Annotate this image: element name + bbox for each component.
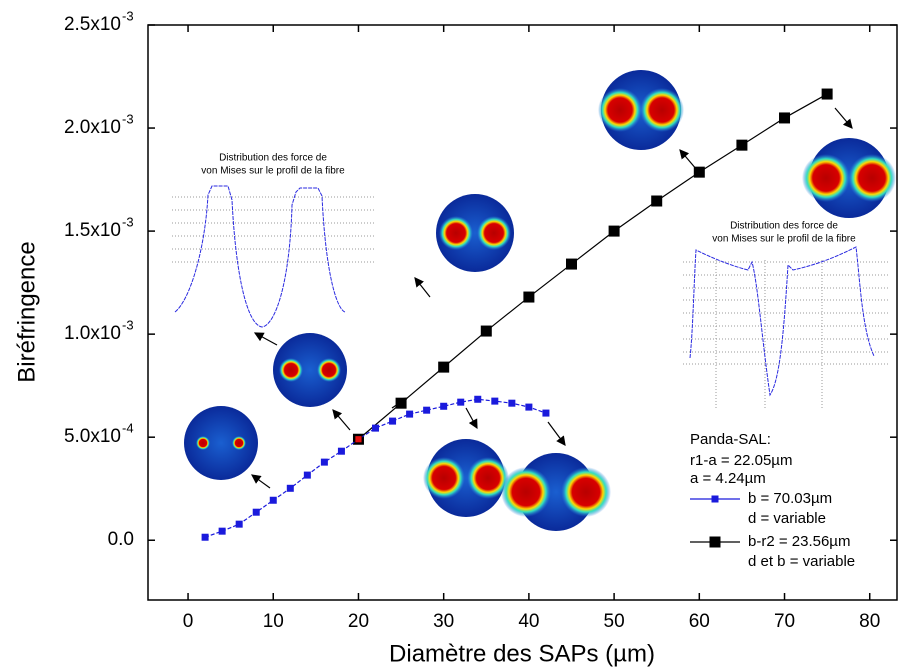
x-tick-label: 30: [433, 611, 454, 632]
profile-insets: [172, 185, 890, 408]
data-point: [474, 395, 482, 403]
data-point: [218, 527, 226, 535]
legend-marker: [711, 495, 719, 503]
legend-marker: [709, 536, 721, 548]
data-point: [736, 139, 748, 151]
data-point: [235, 520, 243, 528]
x-tick-label: 40: [518, 611, 539, 632]
legend-label: b = 70.03µm: [748, 490, 832, 507]
legend-note: d et b = variable: [748, 553, 855, 570]
y-tick-exponent: -4: [122, 421, 134, 436]
data-point: [651, 195, 663, 207]
series-line: [358, 93, 828, 440]
arrows: [251, 107, 853, 489]
x-tick-label: 0: [183, 611, 194, 632]
annotation-line: von Mises sur le profil de la fibre: [712, 234, 856, 245]
data-point: [508, 399, 516, 407]
legend-label: b-r2 = 23.56µm: [748, 533, 850, 550]
y-tick-exponent: -3: [122, 111, 134, 126]
legend-title: Panda-SAL:: [690, 431, 771, 448]
y-axis-title: Biréfringence: [13, 241, 40, 382]
data-point: [438, 361, 450, 373]
annotation-line: von Mises sur le profil de la fibre: [201, 166, 345, 177]
y-tick-exponent: -3: [122, 318, 134, 333]
heatmap-insets: [184, 70, 896, 531]
legend: Panda-SAL: r1-a = 22.05µm a = 4.24µm: [690, 431, 792, 487]
data-point: [523, 291, 535, 303]
plot-frame: [147, 24, 898, 601]
data-point: [269, 496, 277, 504]
data-point: [542, 409, 550, 417]
data-point: [480, 325, 492, 337]
data-point: [395, 397, 407, 409]
data-point: [320, 458, 328, 466]
data-point: [286, 484, 294, 492]
y-tick-exponent: -3: [122, 8, 134, 23]
data-point: [693, 166, 705, 178]
data-point: [525, 403, 533, 411]
data-point: [423, 406, 431, 414]
x-tick-label: 80: [859, 611, 880, 632]
annotation-0: Distribution des force de von Mises sur …: [201, 153, 345, 177]
y-tick-label: 2.5x10: [64, 14, 121, 35]
legend-line: r1-a = 22.05µm: [690, 452, 792, 469]
x-tick-label: 60: [689, 611, 710, 632]
y-tick-label: 5.0x10: [64, 426, 121, 447]
y-tick-label: 0.0: [108, 529, 134, 550]
x-axis-title: Diamètre des SAPs (µm): [389, 640, 655, 667]
annotation-line: Distribution des force de: [730, 221, 838, 232]
data-point: [372, 424, 380, 432]
data-point: [779, 112, 791, 124]
x-tick-label: 10: [263, 611, 284, 632]
annotation-1: Distribution des force de von Mises sur …: [712, 221, 856, 245]
data-point: [406, 410, 414, 418]
series-line: [204, 398, 547, 538]
data-point: [389, 417, 397, 425]
data-point: [491, 397, 499, 405]
y-tick-label: 1.5x10: [64, 220, 121, 241]
y-tick-exponent: -3: [122, 215, 134, 230]
y-tick-label: 2.0x10: [64, 117, 121, 138]
y-tick-label: 1.0x10: [64, 323, 121, 344]
data-point: [565, 258, 577, 270]
annotation-line: Distribution des force de: [219, 153, 327, 164]
data-point: [821, 88, 833, 100]
data-point: [337, 447, 345, 455]
data-point: [354, 435, 363, 444]
data-point: [303, 471, 311, 479]
x-tick-label: 20: [348, 611, 369, 632]
data-point: [608, 225, 620, 237]
legend-note: d = variable: [748, 510, 826, 527]
legend-line: a = 4.24µm: [690, 470, 766, 487]
data-point: [252, 508, 260, 516]
data-point: [457, 398, 465, 406]
data-point: [440, 402, 448, 410]
data-point: [201, 533, 209, 541]
x-tick-label: 50: [604, 611, 625, 632]
x-tick-label: 70: [774, 611, 795, 632]
